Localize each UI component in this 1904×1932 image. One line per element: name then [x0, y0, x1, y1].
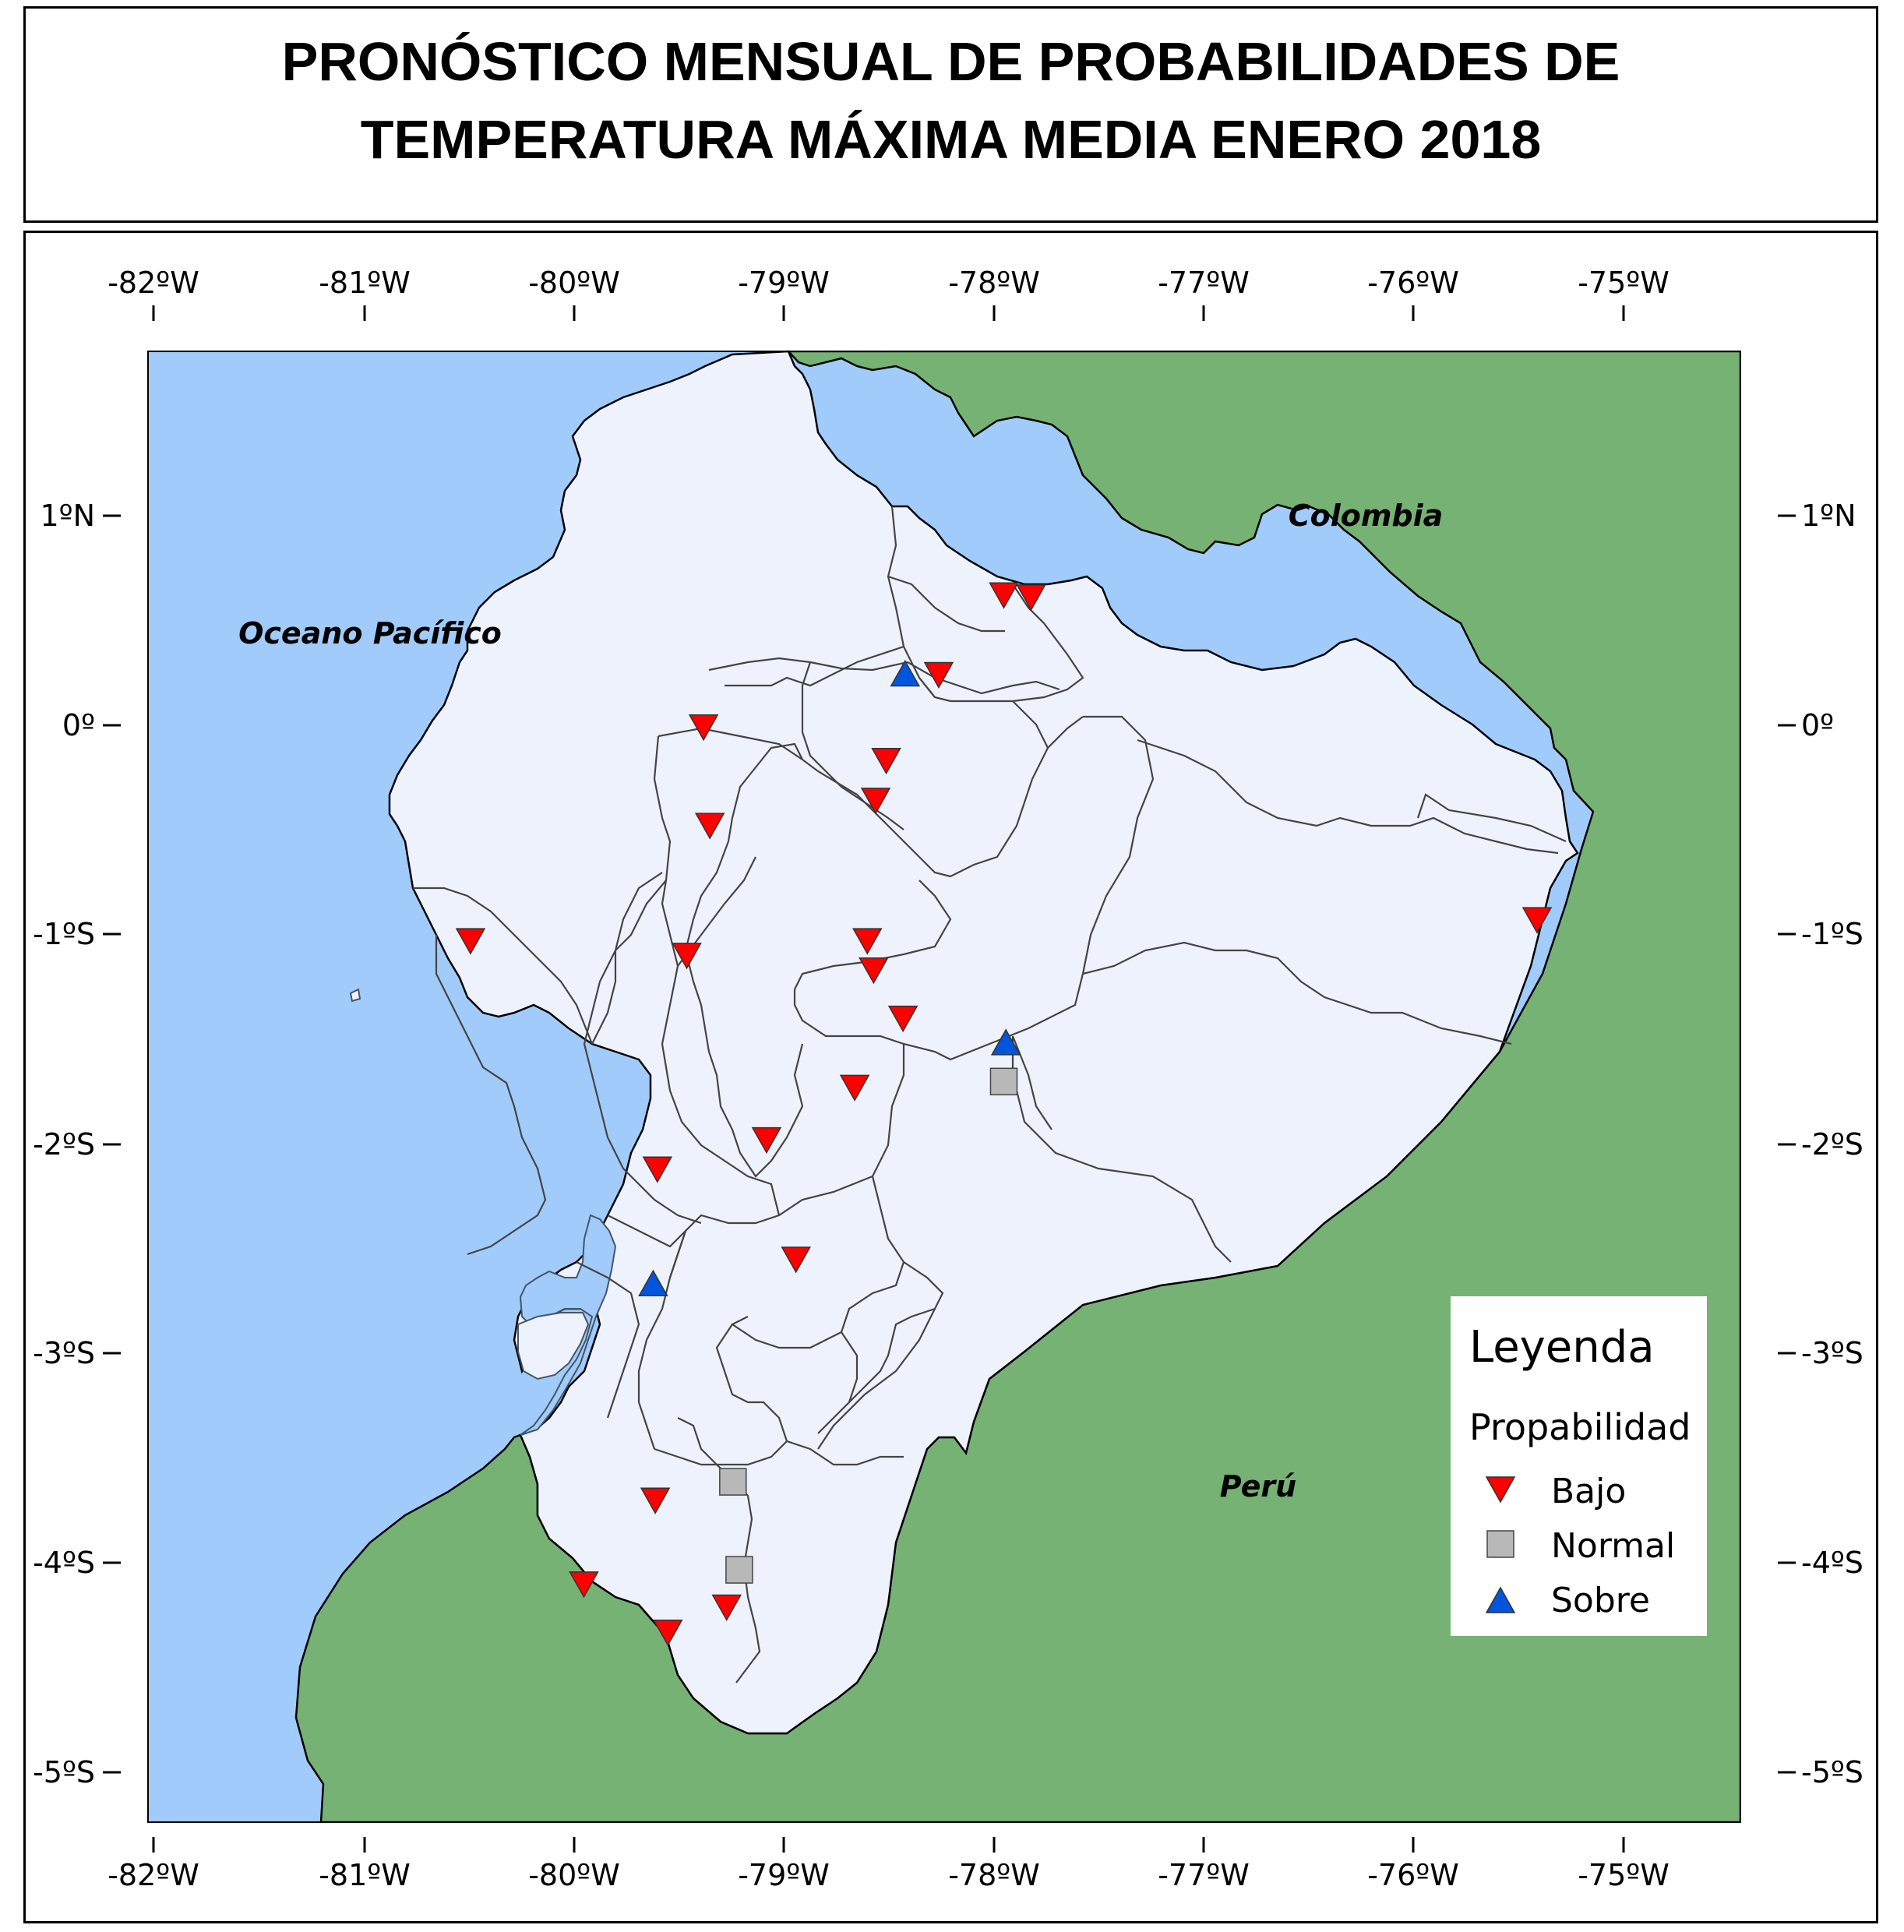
axis-ticks [103, 305, 1796, 1853]
station-marker-bajo-18 [642, 1156, 673, 1183]
lon-label-top-1: -81ºW [319, 266, 411, 300]
ecuador-land [388, 350, 1579, 1735]
station-marker-bajo-11 [672, 943, 702, 970]
legend-sobre-icon [1485, 1586, 1516, 1613]
lat-label-right-0: 1ºN [1801, 499, 1856, 533]
lon-label-bottom-0: -82ºW [108, 1858, 199, 1892]
legend-sobre-label: Sobre [1551, 1581, 1650, 1620]
lat-label-right-5: -4ºS [1801, 1546, 1863, 1580]
station-marker-bajo-7 [694, 813, 725, 840]
station-marker-bajo-3 [923, 661, 954, 689]
lon-label-bottom-3: -79ºW [738, 1858, 830, 1892]
station-marker-bajo-25 [711, 1594, 742, 1622]
legend: Leyenda Propabilidad Bajo Normal Sobre [1451, 1296, 1707, 1636]
station-marker-bajo-9 [455, 928, 486, 955]
lat-label-left-6: -5ºS [33, 1755, 95, 1789]
lon-label-top-6: -76ºW [1367, 266, 1459, 300]
lat-label-left-0: 1ºN [40, 499, 95, 533]
station-marker-bajo-19 [781, 1246, 811, 1274]
station-marker-bajo-8 [1521, 907, 1553, 934]
station-marker-normal-23 [725, 1556, 753, 1584]
map-area-border [147, 351, 1741, 1823]
title-box: PRONÓSTICO MENSUAL DE PROBABILIDADES DE … [23, 6, 1878, 223]
ocean-label: Oceano Pacífico [238, 616, 502, 650]
station-marker-bajo-16 [839, 1074, 870, 1102]
lon-label-top-0: -82ºW [108, 266, 199, 300]
legend-bajo-icon [1485, 1476, 1516, 1504]
lon-label-top-4: -78ºW [948, 266, 1040, 300]
lon-label-bottom-5: -77ºW [1158, 1858, 1250, 1892]
station-marker-bajo-13 [887, 1005, 919, 1033]
legend-subtitle: Propabilidad [1469, 1406, 1691, 1448]
lon-label-bottom-1: -81ºW [319, 1858, 411, 1892]
title-line-1: PRONÓSTICO MENSUAL DE PROBABILIDADES DE [281, 31, 1620, 92]
lat-label-right-6: -5ºS [1801, 1755, 1863, 1789]
station-marker-bajo-22 [640, 1487, 671, 1514]
station-marker-sobre-2 [890, 659, 921, 687]
station-markers [455, 582, 1553, 1647]
station-marker-bajo-24 [569, 1571, 599, 1599]
puna-island [517, 1312, 590, 1380]
lon-label-top-5: -77ºW [1158, 266, 1250, 300]
station-marker-bajo-1 [1016, 584, 1046, 612]
legend-normal-label: Normal [1551, 1526, 1675, 1566]
lat-label-right-2: -1ºS [1801, 917, 1863, 951]
station-marker-bajo-4 [688, 714, 719, 742]
station-marker-bajo-17 [751, 1126, 782, 1155]
station-marker-bajo-12 [859, 957, 889, 985]
station-marker-normal-15 [989, 1067, 1018, 1096]
lat-label-left-5: -4ºS [33, 1546, 95, 1580]
lat-label-left-4: -3ºS [33, 1336, 95, 1370]
lat-label-left-1: 0º [62, 708, 95, 742]
lon-label-top-7: -75ºW [1578, 266, 1670, 300]
legend-title: Leyenda [1469, 1322, 1655, 1373]
colombia-label: Colombia [1289, 499, 1444, 533]
station-marker-bajo-0 [989, 582, 1019, 609]
lon-label-top-2: -80ºW [528, 266, 620, 300]
small-island [349, 988, 361, 1003]
station-marker-sobre-20 [638, 1269, 668, 1296]
lat-label-right-3: -2ºS [1801, 1127, 1863, 1162]
station-marker-bajo-26 [652, 1620, 683, 1647]
peru-label: Perú [1220, 1469, 1296, 1504]
legend-box [1451, 1296, 1707, 1636]
lat-label-right-1: 0º [1801, 708, 1834, 742]
lon-label-bottom-4: -78ºW [948, 1858, 1040, 1892]
station-marker-bajo-10 [852, 928, 883, 955]
lon-label-bottom-6: -76ºW [1367, 1858, 1459, 1892]
lon-label-bottom-7: -75ºW [1578, 1858, 1670, 1892]
station-marker-bajo-5 [871, 747, 901, 775]
legend-bajo-label: Bajo [1551, 1472, 1626, 1511]
title-line-2: TEMPERATURA MÁXIMA MEDIA ENERO 2018 [360, 109, 1542, 170]
lon-label-bottom-2: -80ºW [528, 1858, 620, 1892]
station-marker-bajo-6 [860, 788, 891, 815]
legend-normal-icon [1486, 1530, 1514, 1558]
lon-label-top-3: -79ºW [738, 266, 830, 300]
lat-label-left-3: -2ºS [33, 1127, 95, 1162]
lat-label-right-4: -3ºS [1801, 1336, 1863, 1370]
station-marker-sobre-14 [990, 1028, 1021, 1056]
lat-label-left-2: -1ºS [33, 917, 95, 951]
station-marker-normal-21 [719, 1468, 747, 1496]
province-borders [413, 506, 1567, 1683]
